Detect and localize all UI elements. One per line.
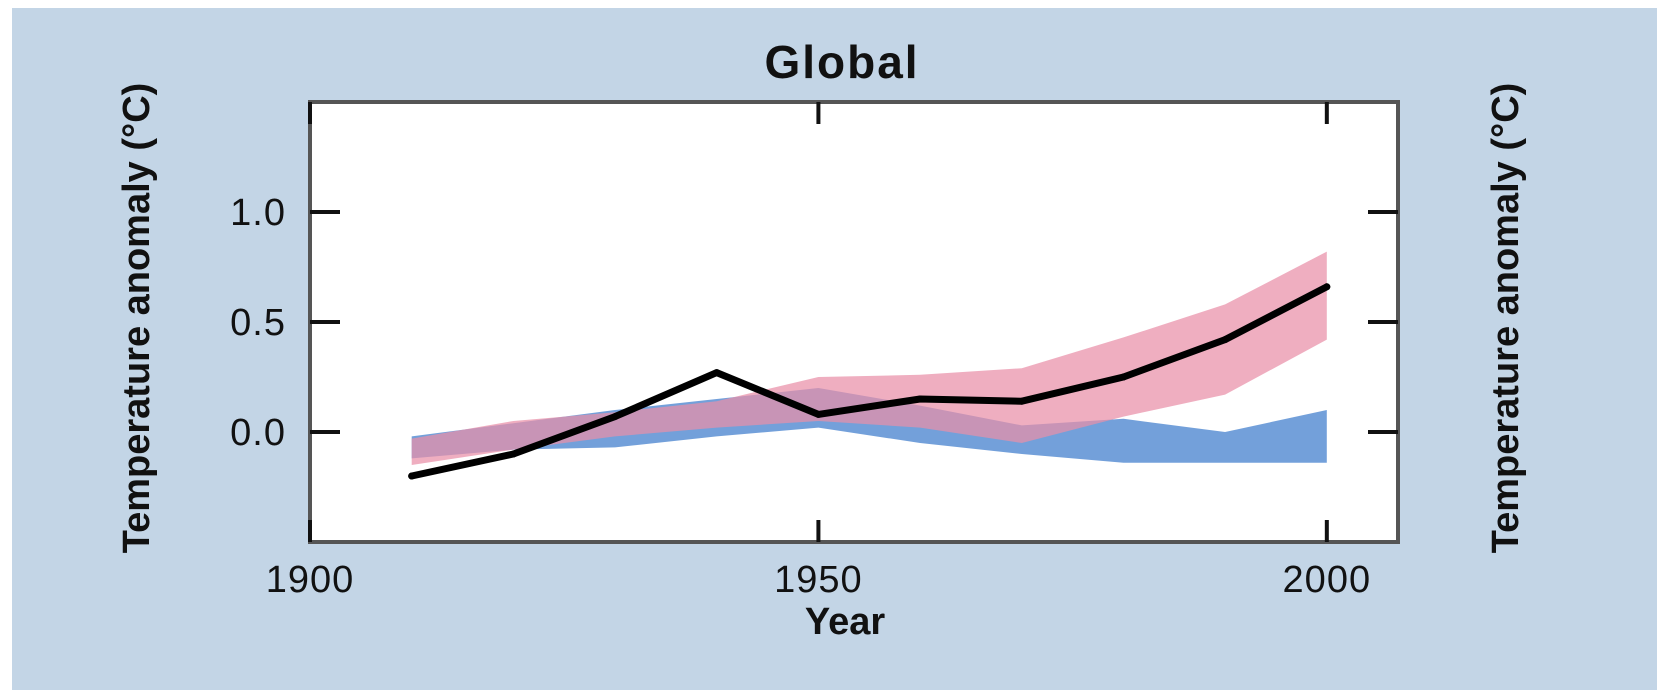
- observed-series-line: [408, 283, 1331, 480]
- observed-point-1940: [713, 369, 721, 377]
- observed-point-1920: [509, 450, 517, 458]
- x-axis-label: Year: [805, 601, 886, 643]
- x-tick-label-1950: 1950: [774, 559, 863, 601]
- y-tick-label-0: 0.0: [230, 412, 286, 454]
- ticks-layer: 1900 1950 2000 0.0 0.5 1.0: [230, 102, 1398, 601]
- observed-point-1930: [611, 413, 619, 421]
- observed-point-1960: [916, 395, 924, 403]
- y-axis-label-left: Temperature anomaly (°C): [116, 83, 158, 554]
- y-tick-label-1: 1.0: [230, 192, 286, 234]
- bands-layer: [411, 251, 1327, 465]
- x-tick-label-2000: 2000: [1283, 559, 1372, 601]
- y-axis-label-right: Temperature anomaly (°C): [1485, 83, 1527, 554]
- observed-point-1970: [1018, 397, 1026, 405]
- lines-layer: [408, 283, 1331, 480]
- x-tick-label-1900: 1900: [266, 559, 355, 601]
- chart-title: Global: [764, 36, 919, 88]
- band-series-1: [411, 251, 1327, 465]
- band-series-0: [411, 388, 1327, 463]
- y-tick-label-0.5: 0.5: [230, 302, 286, 344]
- observed-point-1910: [408, 472, 416, 480]
- observed-point-1980: [1120, 373, 1127, 381]
- observed-point-2000: [1323, 283, 1331, 291]
- observed-point-1990: [1221, 336, 1229, 344]
- observed-point-1950: [814, 410, 822, 418]
